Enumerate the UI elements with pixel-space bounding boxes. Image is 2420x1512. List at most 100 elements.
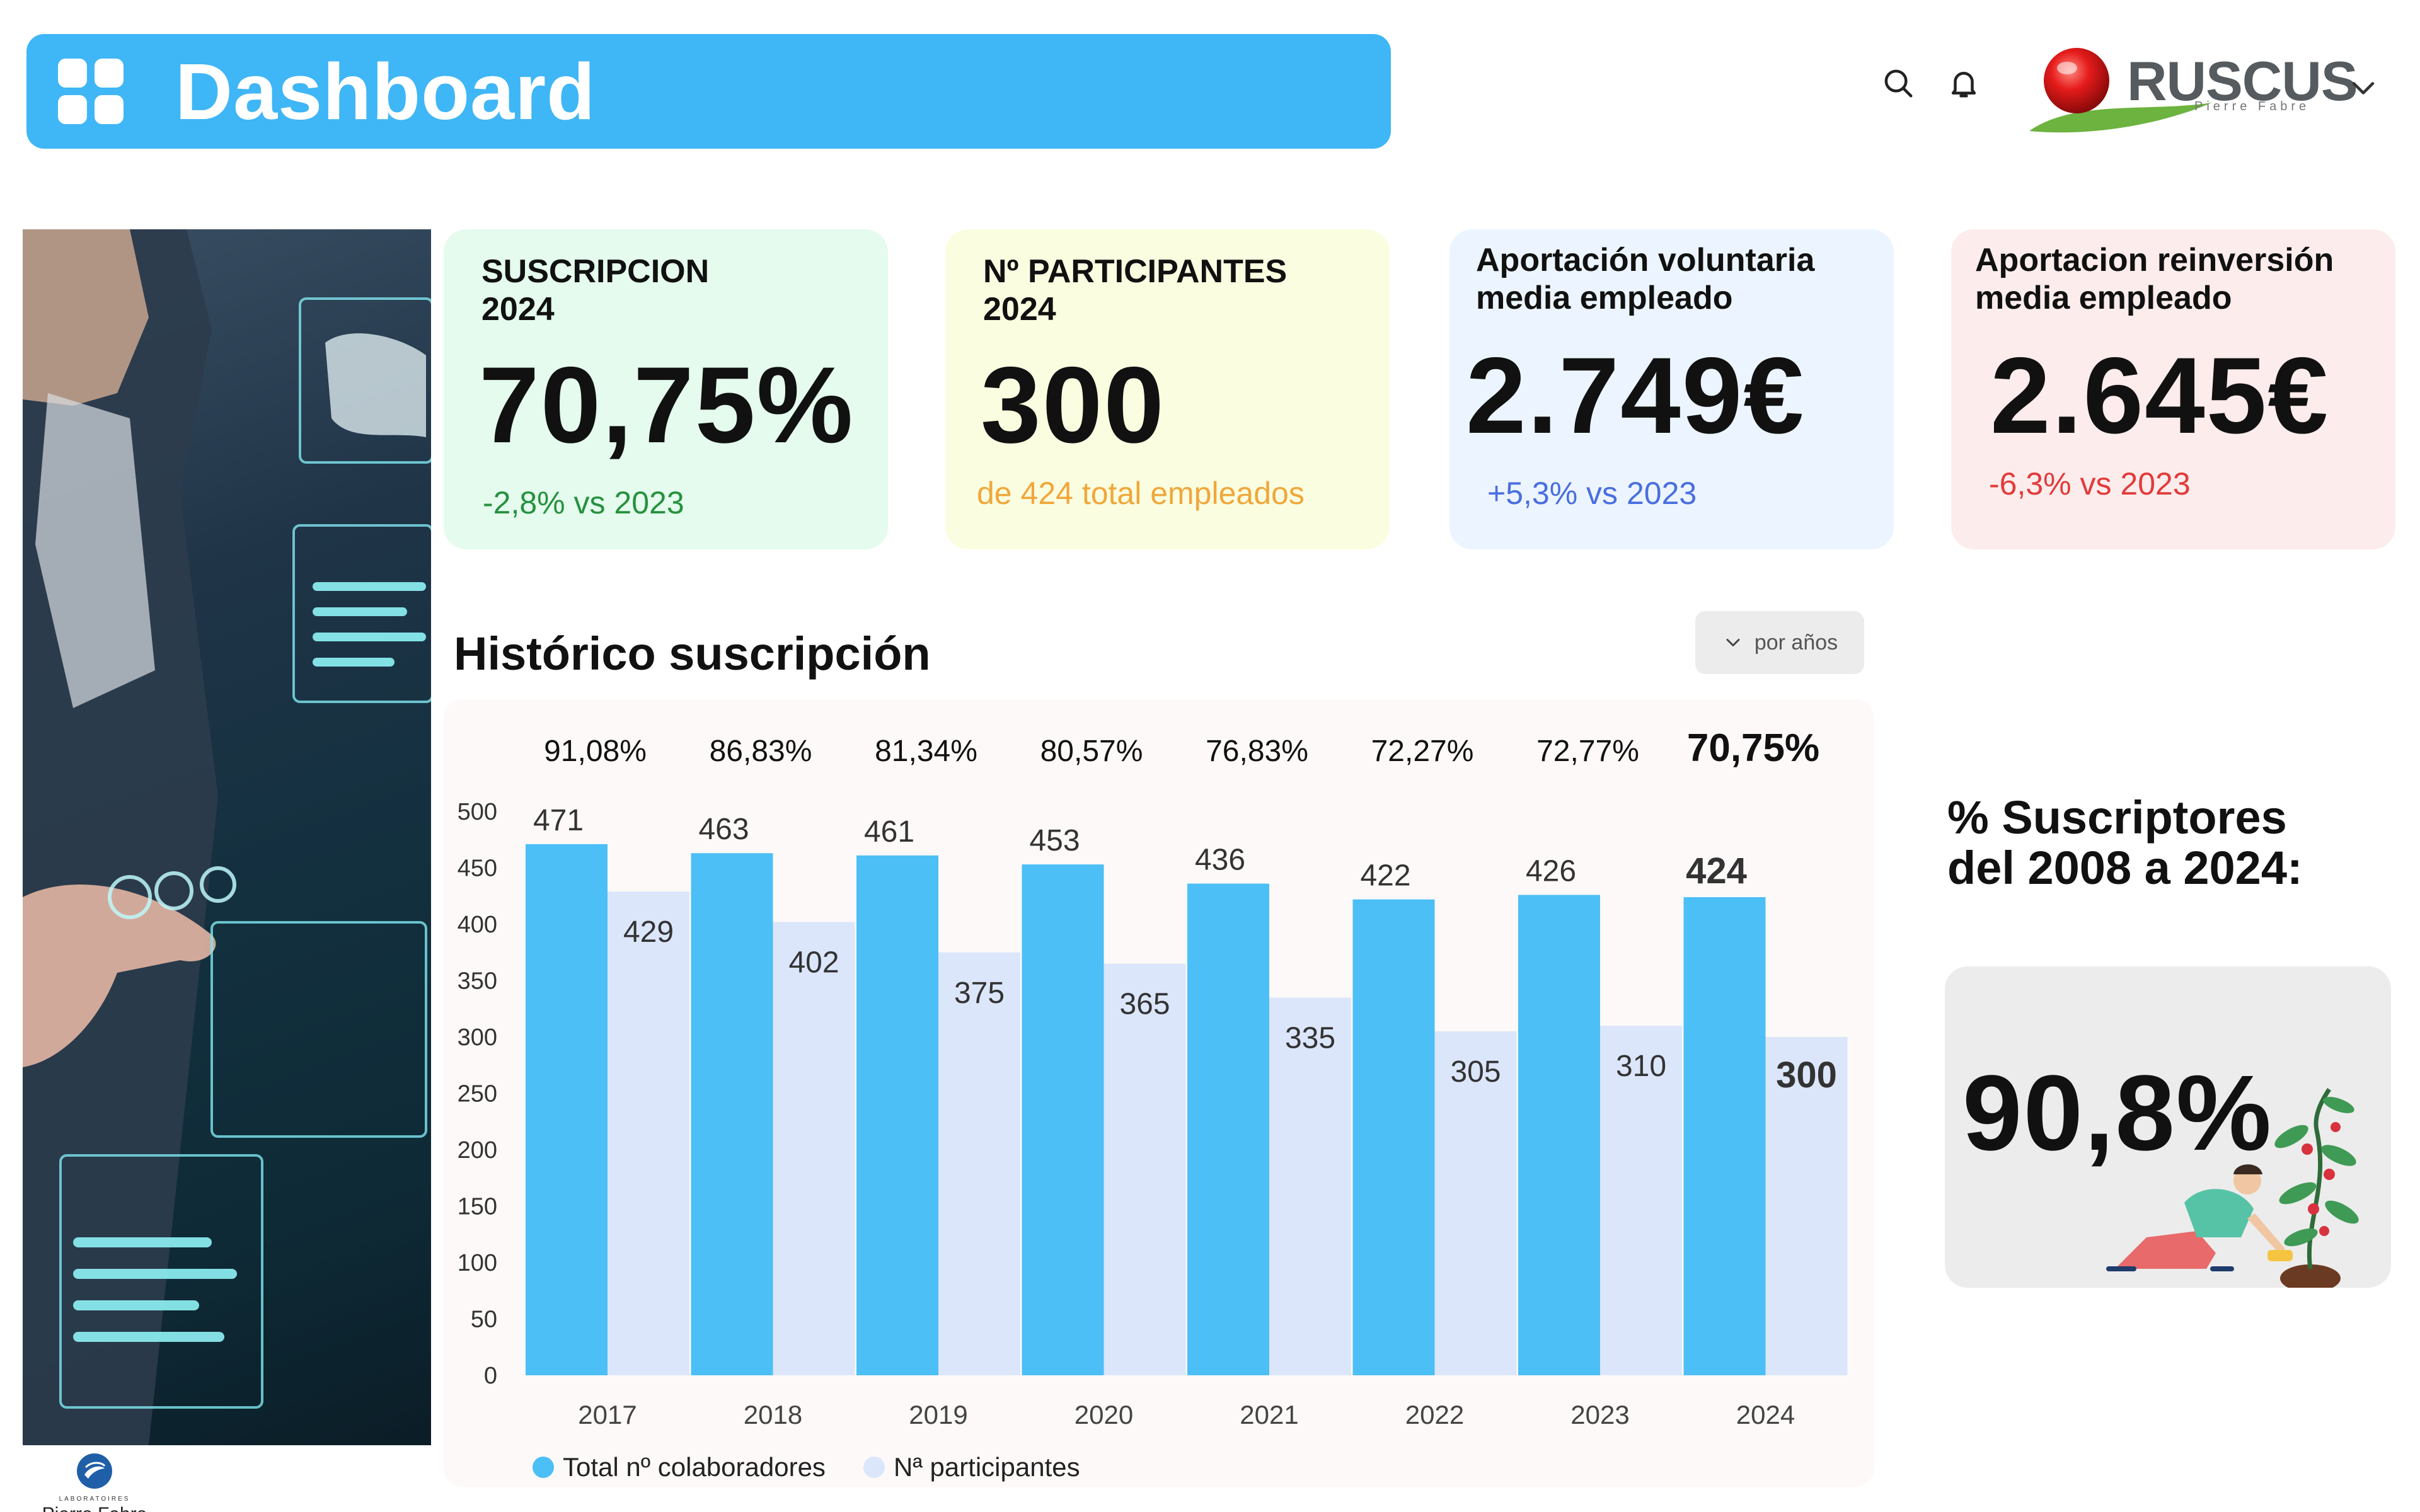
ruscus-logo: [2029, 48, 2212, 133]
page-title: Dashboard: [175, 47, 596, 136]
x-tick-label: 2017: [578, 1400, 637, 1429]
data-label-participantes: 335: [1285, 1021, 1335, 1055]
brand-subtitle: Pierre Fabre: [2194, 100, 2310, 113]
data-label-participantes: 365: [1119, 988, 1170, 1021]
kpi-delta: +5,3% vs 2023: [1487, 476, 1697, 511]
y-tick-label: 50: [471, 1307, 497, 1333]
legend-item-participantes: Nª participantes: [863, 1452, 1080, 1482]
x-tick-label: 2023: [1570, 1400, 1629, 1429]
y-tick-label: 350: [458, 968, 497, 995]
bell-icon[interactable]: [1944, 63, 1984, 103]
bar-participantes: [1103, 963, 1186, 1375]
legend-item-total: Total nº colaboradores: [533, 1452, 826, 1482]
lab-logo-name: Pierre Fabre: [25, 1504, 164, 1512]
kpi-delta: -2,8% vs 2023: [483, 485, 684, 520]
kpi-value: 2.749€: [1466, 335, 1806, 456]
search-icon[interactable]: [1878, 63, 1918, 103]
kpi-value: 300: [981, 345, 1165, 466]
x-tick-label: 2018: [744, 1400, 802, 1429]
kpi-card-aportacion-voluntaria: Aportación voluntaria media empleado 2.7…: [1449, 229, 1894, 549]
kpi-card-aportacion-reinversion: Aportacion reinversión media empleado 2.…: [1951, 229, 2395, 549]
brand-name: RUSCUS: [2127, 50, 2358, 112]
chart-legend: Total nº colaboradores Nª participantes: [533, 1452, 1080, 1482]
period-filter-label: por años: [1754, 630, 1838, 655]
percentage-label: 72,77%: [1536, 735, 1639, 768]
data-label-participantes: 305: [1450, 1055, 1501, 1089]
data-label-total: 436: [1195, 844, 1245, 877]
bar-total-colaboradores: [1187, 883, 1269, 1375]
summary-title: % Suscriptores del 2008 a 2024:: [1947, 791, 2303, 894]
bar-participantes: [608, 891, 689, 1375]
bar-participantes: [938, 952, 1020, 1375]
legend-swatch: [533, 1457, 554, 1478]
x-tick-label: 2022: [1405, 1400, 1464, 1429]
bar-participantes: [1269, 997, 1351, 1375]
kpi-label: Aportación voluntaria media empleado: [1476, 242, 1815, 316]
pierre-fabre-logo: LABORATOIRES Pierre Fabre: [25, 1452, 164, 1512]
y-tick-label: 300: [458, 1024, 497, 1051]
kpi-value: 2.645€: [1990, 335, 2330, 456]
x-tick-label: 2020: [1075, 1400, 1133, 1429]
legend-swatch: [863, 1457, 885, 1478]
bar-participantes: [773, 922, 855, 1375]
data-label-total: 463: [698, 813, 749, 846]
lab-logo-small: LABORATOIRES: [59, 1496, 130, 1503]
data-label-total: 453: [1029, 824, 1080, 857]
y-tick-label: 0: [484, 1363, 497, 1389]
kpi-delta: de 424 total empleados: [977, 476, 1305, 511]
chart-title: Histórico suscripción: [454, 627, 931, 680]
kpi-label: Nº PARTICIPANTES 2024: [983, 253, 1288, 328]
bar-total-colaboradores: [526, 844, 608, 1375]
top-actions: [1878, 63, 1984, 103]
x-tick-label: 2021: [1240, 1400, 1298, 1429]
summary-card: 90,8%: [1945, 966, 2391, 1288]
chevron-down-icon: [1726, 639, 1740, 646]
side-photo: [23, 229, 431, 1445]
header-bar: Dashboard: [26, 34, 1391, 149]
y-tick-label: 450: [458, 856, 497, 882]
x-tick-label: 2024: [1736, 1400, 1795, 1429]
data-label-total: 461: [864, 815, 914, 849]
percentage-label: 91,08%: [544, 735, 647, 768]
bar-total-colaboradores: [691, 853, 773, 1375]
chevron-down-icon[interactable]: [2344, 69, 2382, 107]
x-tick-label: 2019: [909, 1400, 967, 1429]
kpi-value: 70,75%: [479, 345, 855, 466]
percentage-label: 72,27%: [1371, 735, 1474, 768]
data-label-participantes: 429: [623, 915, 674, 949]
bar-total-colaboradores: [1352, 899, 1435, 1375]
bar-participantes: [1765, 1037, 1848, 1375]
y-tick-label: 400: [458, 912, 497, 938]
percentage-label: 76,83%: [1206, 735, 1308, 768]
percentage-label: 86,83%: [710, 735, 812, 768]
summary-value: 90,8%: [1962, 1053, 2273, 1173]
subscription-history-chart: 0 50 100 150 200 250 300 350 400 450 500 471 429 91,0…: [458, 726, 1848, 1429]
bar-total-colaboradores: [856, 855, 938, 1375]
kpi-label: Aportacion reinversión media empleado: [1975, 242, 2334, 316]
gardener-illustration: [2106, 1088, 2359, 1288]
data-label-participantes: 375: [954, 976, 1005, 1010]
period-filter-button[interactable]: por años: [1695, 611, 1864, 674]
data-label-total: 424: [1686, 850, 1747, 891]
data-label-participantes: 402: [788, 946, 839, 979]
bar-participantes: [1434, 1031, 1517, 1375]
y-tick-label: 100: [458, 1250, 497, 1276]
percentage-label: 81,34%: [875, 735, 977, 768]
legend-label: Total nº colaboradores: [563, 1452, 826, 1482]
bar-total-colaboradores: [1683, 897, 1766, 1375]
percentage-label: 70,75%: [1687, 726, 1819, 770]
data-label-total: 426: [1526, 854, 1576, 888]
kpi-delta: -6,3% vs 2023: [1989, 466, 2191, 501]
data-label-total: 471: [533, 804, 584, 837]
kpi-card-participantes: Nº PARTICIPANTES 2024 300 de 424 total e…: [945, 229, 1390, 549]
y-tick-label: 500: [458, 799, 497, 825]
bar-total-colaboradores: [1518, 895, 1600, 1375]
y-tick-label: 150: [458, 1194, 497, 1220]
percentage-label: 80,57%: [1040, 735, 1143, 768]
bar-total-colaboradores: [1022, 864, 1104, 1375]
data-label-participantes: 300: [1776, 1055, 1837, 1096]
kpi-card-suscripcion: SUSCRIPCION 2024 70,75% -2,8% vs 2023: [444, 229, 888, 549]
bar-participantes: [1600, 1026, 1682, 1375]
legend-label: Nª participantes: [893, 1452, 1080, 1482]
grid-icon[interactable]: [58, 59, 124, 124]
